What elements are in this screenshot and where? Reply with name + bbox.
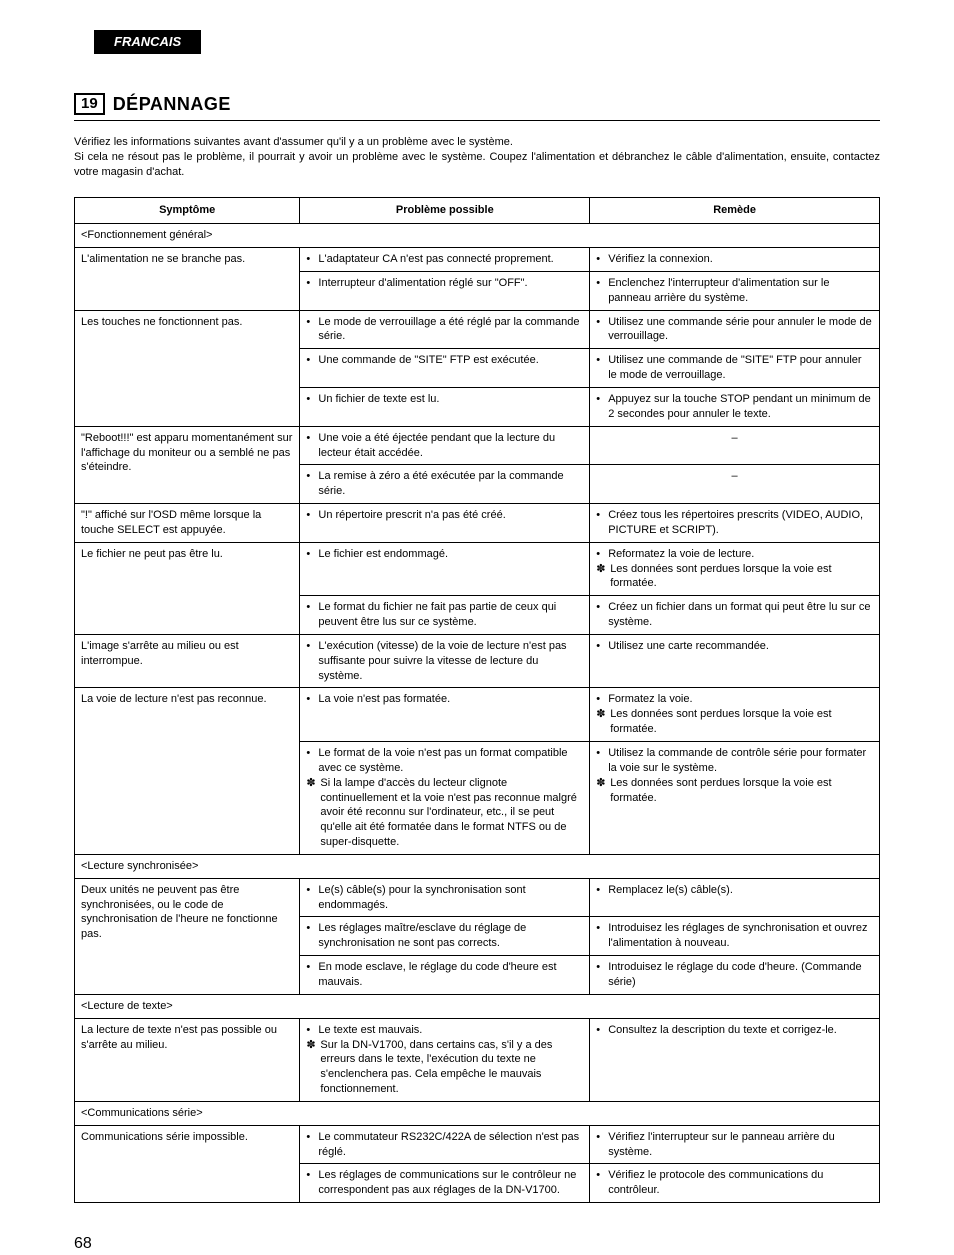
- remedy-note: Les données sont perdues lorsque la voie…: [596, 562, 873, 592]
- remedy-item: Créez un fichier dans un format qui peut…: [596, 600, 873, 630]
- problem-note: Sur la DN-V1700, dans certains cas, s'il…: [306, 1038, 583, 1097]
- problem-note: Si la lampe d'accès du lecteur clignote …: [306, 776, 583, 850]
- intro-line-2: Si cela ne résout pas le problème, il po…: [74, 150, 880, 180]
- problem-item: Le mode de verrouillage a été réglé par …: [306, 315, 583, 345]
- problem-item: Un fichier de texte est lu.: [306, 392, 583, 407]
- problem-item: Le format du fichier ne fait pas partie …: [306, 600, 583, 630]
- remedy-item: Utilisez une commande de "SITE" FTP pour…: [596, 353, 873, 383]
- troubleshooting-table: Symptôme Problème possible Remède <Fonct…: [74, 197, 880, 1203]
- remedy-item: Reformatez la voie de lecture.: [596, 547, 873, 562]
- header-symptom: Symptôme: [75, 198, 300, 224]
- header-remedy: Remède: [590, 198, 880, 224]
- problem-item: Le fichier est endommagé.: [306, 547, 583, 562]
- table-row: "Reboot!!!" est apparu momentanément sur…: [75, 426, 880, 465]
- table-row: Le fichier ne peut pas être lu. Le fichi…: [75, 542, 880, 596]
- remedy-item: Utilisez la commande de contrôle série p…: [596, 746, 873, 776]
- table-row: Communications série impossible. Le comm…: [75, 1125, 880, 1164]
- symptom-cell: L'alimentation ne se branche pas.: [75, 248, 300, 311]
- symptom-cell: La voie de lecture n'est pas reconnue.: [75, 688, 300, 854]
- problem-item: Une voie a été éjectée pendant que la le…: [306, 431, 583, 461]
- remedy-item: Remplacez le(s) câble(s).: [596, 883, 873, 898]
- table-row: L'image s'arrête au milieu ou est interr…: [75, 634, 880, 688]
- table-header-row: Symptôme Problème possible Remède: [75, 198, 880, 224]
- remedy-note: Les données sont perdues lorsque la voie…: [596, 776, 873, 806]
- symptom-cell: "!" affiché sur l'OSD même lorsque la to…: [75, 504, 300, 543]
- section-title: DÉPANNAGE: [113, 92, 231, 116]
- category-sync: <Lecture synchronisée>: [75, 854, 880, 878]
- remedy-item: Vérifiez la connexion.: [596, 252, 873, 267]
- symptom-cell: La lecture de texte n'est pas possible o…: [75, 1018, 300, 1101]
- problem-item: Interrupteur d'alimentation réglé sur "O…: [306, 276, 583, 291]
- remedy-item: Consultez la description du texte et cor…: [596, 1023, 873, 1038]
- symptom-cell: Communications série impossible.: [75, 1125, 300, 1202]
- remedy-item: Utilisez une commande série pour annuler…: [596, 315, 873, 345]
- category-comm: <Communications série>: [75, 1101, 880, 1125]
- remedy-item: Appuyez sur la touche STOP pendant un mi…: [596, 392, 873, 422]
- problem-item: Le texte est mauvais.: [306, 1023, 583, 1038]
- remedy-item: Formatez la voie.: [596, 692, 873, 707]
- symptom-cell: Les touches ne fonctionnent pas.: [75, 310, 300, 426]
- problem-item: La voie n'est pas formatée.: [306, 692, 583, 707]
- remedy-item: Introduisez le réglage du code d'heure. …: [596, 960, 873, 990]
- remedy-item: Créez tous les répertoires prescrits (VI…: [596, 508, 873, 538]
- category-text: <Lecture de texte>: [75, 994, 880, 1018]
- problem-item: Le commutateur RS232C/422A de sélection …: [306, 1130, 583, 1160]
- intro-line-1: Vérifiez les informations suivantes avan…: [74, 135, 880, 150]
- problem-item: La remise à zéro a été exécutée par la c…: [306, 469, 583, 499]
- symptom-cell: L'image s'arrête au milieu ou est interr…: [75, 634, 300, 688]
- problem-item: L'adaptateur CA n'est pas connecté propr…: [306, 252, 583, 267]
- problem-item: Le(s) câble(s) pour la synchronisation s…: [306, 883, 583, 913]
- symptom-cell: "Reboot!!!" est apparu momentanément sur…: [75, 426, 300, 503]
- remedy-item: Enclenchez l'interrupteur d'alimentation…: [596, 276, 873, 306]
- remedy-item: Vérifiez l'interrupteur sur le panneau a…: [596, 1130, 873, 1160]
- table-row: Deux unités ne peuvent pas être synchron…: [75, 878, 880, 917]
- problem-item: En mode esclave, le réglage du code d'he…: [306, 960, 583, 990]
- language-tab: FRANCAIS: [94, 30, 201, 54]
- remedy-item: –: [590, 426, 880, 465]
- table-row: L'alimentation ne se branche pas. L'adap…: [75, 248, 880, 272]
- problem-item: Les réglages maître/esclave du réglage d…: [306, 921, 583, 951]
- table-row: La lecture de texte n'est pas possible o…: [75, 1018, 880, 1101]
- table-row: "!" affiché sur l'OSD même lorsque la to…: [75, 504, 880, 543]
- table-row: Les touches ne fonctionnent pas. Le mode…: [75, 310, 880, 349]
- intro-text: Vérifiez les informations suivantes avan…: [74, 135, 880, 180]
- section-number-box: 19: [74, 93, 105, 115]
- symptom-cell: Deux unités ne peuvent pas être synchron…: [75, 878, 300, 994]
- table-row: La voie de lecture n'est pas reconnue. L…: [75, 688, 880, 742]
- problem-item: Le format de la voie n'est pas un format…: [306, 746, 583, 776]
- remedy-item: Vérifiez le protocole des communications…: [596, 1168, 873, 1198]
- symptom-cell: Le fichier ne peut pas être lu.: [75, 542, 300, 634]
- remedy-item: –: [590, 465, 880, 504]
- remedy-item: Introduisez les réglages de synchronisat…: [596, 921, 873, 951]
- page-number: 68: [74, 1233, 92, 1255]
- problem-item: Les réglages de communications sur le co…: [306, 1168, 583, 1198]
- problem-item: L'exécution (vitesse) de la voie de lect…: [306, 639, 583, 684]
- problem-item: Une commande de "SITE" FTP est exécutée.: [306, 353, 583, 368]
- section-header: 19 DÉPANNAGE: [74, 92, 880, 121]
- remedy-item: Utilisez une carte recommandée.: [596, 639, 873, 654]
- header-problem: Problème possible: [300, 198, 590, 224]
- category-general: <Fonctionnement général>: [75, 224, 880, 248]
- remedy-note: Les données sont perdues lorsque la voie…: [596, 707, 873, 737]
- problem-item: Un répertoire prescrit n'a pas été créé.: [306, 508, 583, 523]
